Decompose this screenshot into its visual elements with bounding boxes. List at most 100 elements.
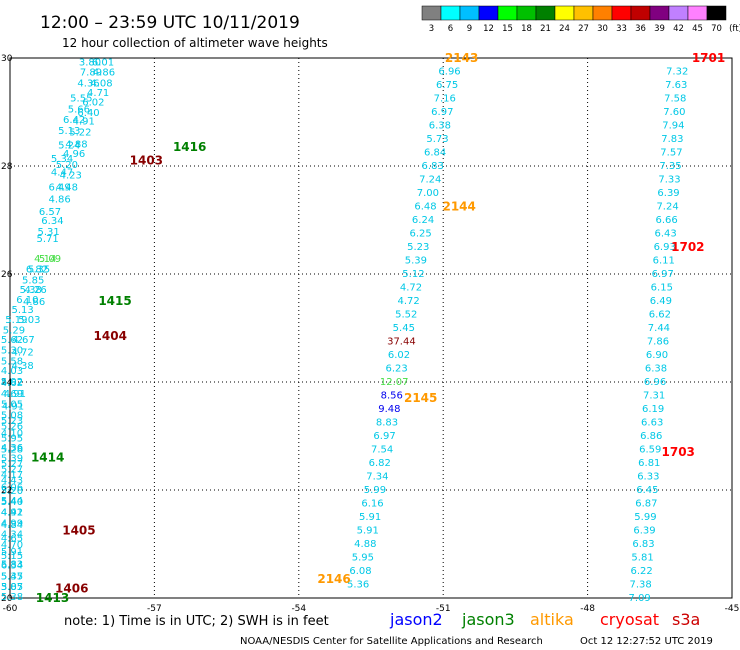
data-point-label: 6.16	[361, 499, 383, 510]
data-point-label: 6.01	[92, 57, 114, 68]
data-point-label: 6.83	[632, 539, 654, 550]
data-point-label: 6.11	[653, 256, 675, 267]
data-point-label: 7.83	[661, 134, 683, 145]
data-point-label: 5.83	[1, 560, 23, 571]
data-point-label: 12.07	[380, 377, 409, 388]
colorbar-swatch	[611, 5, 632, 21]
data-point-label: 6.93	[654, 242, 676, 253]
data-point-label: 5.07	[1, 582, 23, 593]
colorbar-swatch	[440, 5, 461, 21]
data-point-label: 4.88	[354, 539, 376, 550]
colorbar-swatch	[535, 5, 556, 21]
track-id-label: 1413	[36, 591, 69, 605]
data-point-label: 7.44	[648, 323, 670, 334]
data-point-label: 6.08	[349, 566, 371, 577]
data-point-label: 4.91	[73, 117, 95, 128]
x-tick-label: -54	[291, 604, 306, 614]
colorbar-label: 27	[578, 24, 589, 34]
track-id-label: 1703	[662, 445, 695, 459]
data-point-label: 5.23	[407, 242, 429, 253]
data-point-label: 4.03	[1, 366, 23, 377]
data-point-label: 5.35	[28, 265, 50, 276]
x-tick-label: -45	[725, 604, 740, 614]
data-point-label: 5.28	[1, 445, 23, 456]
data-point-label: 5.39	[405, 256, 427, 267]
data-point-label: 4.38	[11, 361, 33, 372]
colorbar-swatch	[421, 5, 442, 21]
legend-item-jason3: jason3	[461, 610, 515, 629]
footer-note: note: 1) Time is in UTC; 2) SWH is in fe…	[64, 614, 329, 629]
data-point-label: 4.43	[1, 475, 23, 486]
data-point-label: 7.86	[647, 337, 669, 348]
data-point-label: 4.42	[1, 508, 23, 519]
grid	[10, 58, 732, 598]
data-point-label: 4.72	[400, 283, 422, 294]
colorbar-swatch	[516, 5, 537, 21]
data-point-label: 4.69	[1, 389, 23, 400]
colorbar-label: 9	[467, 24, 472, 34]
plot-frame	[9, 57, 733, 599]
colorbar-swatch	[497, 5, 518, 21]
data-point-label: 7.24	[656, 202, 678, 213]
data-point-label: 5.71	[36, 234, 58, 245]
data-point-label: 7.89	[80, 68, 102, 79]
data-point-label: 6.57	[39, 207, 61, 218]
data-point-label: 6.97	[652, 269, 674, 280]
data-point-label: 4.72	[397, 296, 419, 307]
data-point-label: 6.62	[649, 310, 671, 321]
data-point-label: 5.85	[22, 275, 44, 286]
page-subtitle: 12 hour collection of altimeter wave hei…	[62, 36, 328, 50]
data-point-label: 5.30	[1, 346, 23, 357]
data-point-label: 4.62	[1, 378, 23, 389]
data-point-label: 6.34	[41, 216, 63, 227]
data-point-label: 7.33	[658, 175, 680, 186]
data-point-label: 4.48	[56, 183, 78, 194]
legend-item-s3a: s3a	[672, 610, 700, 629]
data-point-label: 6.24	[412, 215, 434, 226]
data-point-label: 5.62	[1, 335, 23, 346]
legend-item-jason2: jason2	[389, 610, 443, 629]
data-point-label: 6.96	[438, 67, 460, 78]
data-point-label: 5.95	[352, 553, 374, 564]
x-tick-label: -60	[3, 604, 18, 614]
data-point-label: 5.27	[1, 464, 23, 475]
track-id-label: 2145	[404, 391, 437, 405]
y-tick-label: 28	[1, 162, 13, 172]
data-point-label: 5.81	[631, 553, 653, 564]
data-point-label: 6.45	[636, 485, 658, 496]
data-point-label: 7.58	[664, 94, 686, 105]
data-point-label: 6.38	[645, 364, 667, 375]
data-point-label: 7.16	[434, 94, 456, 105]
data-point-label: 5.44	[1, 496, 23, 507]
data-point-label: 4.23	[60, 171, 82, 182]
data-point-label: 5.58	[1, 356, 23, 367]
data-point-label: 8.56	[381, 391, 403, 402]
data-point-label: 5.13	[58, 126, 80, 137]
data-point-label: 6.39	[657, 188, 679, 199]
data-point-label: 4.26	[24, 285, 46, 296]
data-point-label: 6.19	[642, 404, 664, 415]
track-id-label: 1701	[692, 51, 725, 65]
colorbar-swatch	[630, 5, 651, 21]
data-point-label: 6.97	[373, 431, 395, 442]
data-point-label: 5.29	[3, 326, 25, 337]
colorbar-label: 33	[616, 24, 627, 34]
data-point-label: 5.38	[1, 592, 23, 603]
data-point-label: 5.40	[1, 497, 23, 508]
colorbar-label: 36	[635, 24, 646, 34]
data-point-label: 5.73	[426, 134, 448, 145]
colorbar-swatch	[478, 5, 499, 21]
data-point-label: 5.08	[1, 410, 23, 421]
data-point-label: 6.90	[646, 350, 668, 361]
data-point-label: 6.87	[635, 499, 657, 510]
data-point-label: 4.86	[93, 68, 115, 79]
data-point-label: 7.31	[643, 391, 665, 402]
data-point-label: 7.32	[666, 67, 688, 78]
data-point-label: 6.43	[655, 229, 677, 240]
data-point-label: 6.48	[414, 202, 436, 213]
data-point-label: 6.40	[77, 108, 99, 119]
data-point-label: 4.34	[1, 529, 23, 540]
data-point-label: 5.24	[58, 140, 80, 151]
data-point-label: 9.48	[378, 404, 400, 415]
data-point-label: 5.20	[1, 486, 23, 497]
